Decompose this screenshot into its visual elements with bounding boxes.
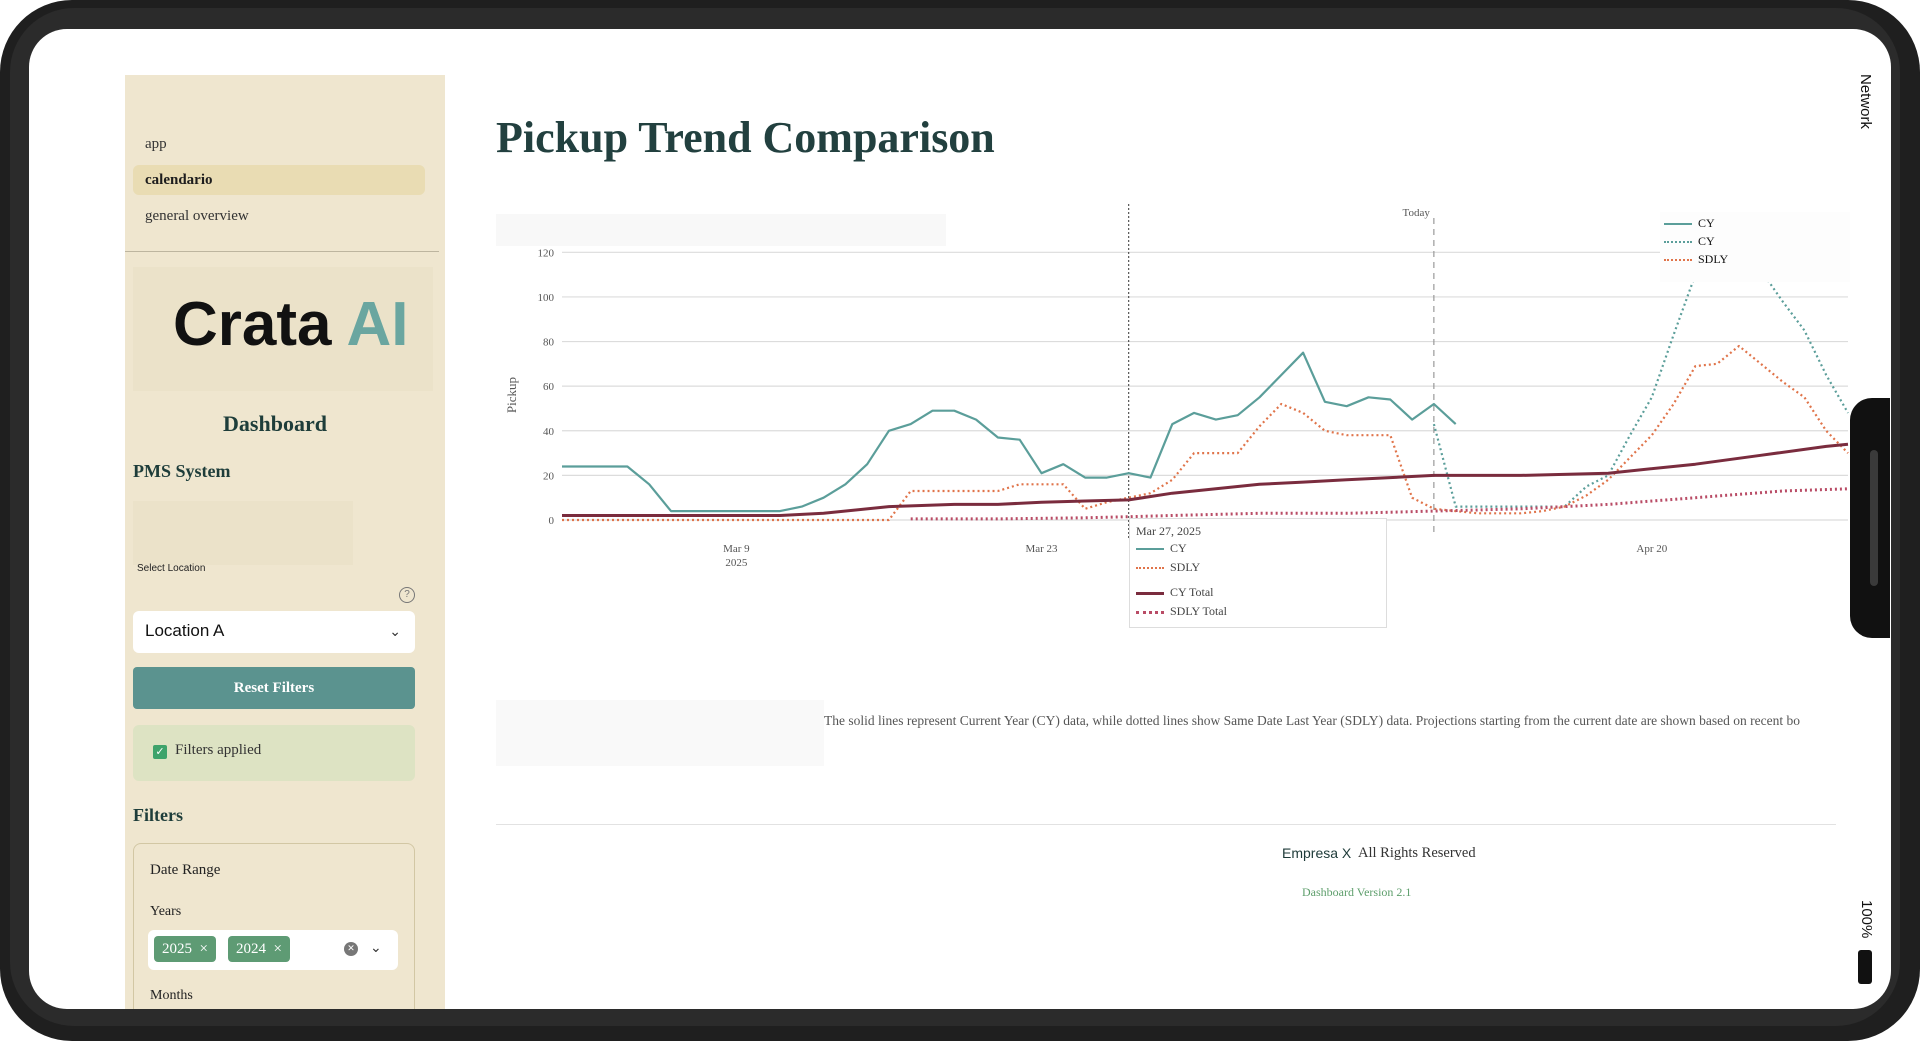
tooltip-row-cy: CY — [1136, 541, 1187, 556]
y-tick-label: 120 — [538, 247, 555, 259]
logo-main-text: Crata — [173, 290, 332, 359]
nav-item-app[interactable]: app — [145, 136, 167, 152]
status-bar-bottom: 100% — [1856, 900, 1880, 990]
tooltip-row-cy-total: CY Total — [1136, 585, 1214, 600]
line-swatch-icon — [1664, 223, 1692, 226]
line-swatch-icon — [1664, 241, 1692, 244]
series-line-cy — [1432, 240, 1849, 508]
y-tick-label: 80 — [543, 337, 555, 349]
tooltip-row-sdly-total: SDLY Total — [1136, 604, 1227, 619]
y-tick-label: 0 — [549, 515, 555, 527]
years-label: Years — [150, 904, 182, 919]
footer-version: Dashboard Version 2.1 — [1302, 885, 1412, 899]
nav-item-calendario[interactable]: calendario — [133, 165, 425, 195]
reset-filters-button[interactable]: Reset Filters — [133, 667, 415, 709]
check-icon: ✓ — [153, 745, 167, 759]
year-chip-label: 2025 — [162, 941, 192, 957]
today-label: Today — [1403, 207, 1431, 219]
tooltip-date: Mar 27, 2025 — [1136, 524, 1201, 538]
chevron-down-icon[interactable]: ⌄ — [370, 940, 382, 956]
page-title: Pickup Trend Comparison — [496, 113, 995, 162]
device-side-sensor — [1870, 450, 1878, 586]
clear-selection-icon[interactable]: ✕ — [344, 942, 358, 956]
logo-container: Crata AI — [133, 267, 433, 391]
year-chip-label: 2024 — [236, 941, 266, 957]
legend-label: SDLY — [1698, 252, 1729, 266]
series-line-cy-total — [562, 442, 1849, 517]
dashboard-title: Dashboard — [223, 411, 327, 436]
date-range-panel: Date Range Years 2025 × 2024 × ✕ ⌄ Month… — [133, 843, 415, 1009]
year-chip[interactable]: 2024 × — [228, 936, 290, 962]
caption-placeholder — [496, 700, 824, 766]
x-tick-label: Mar 23 — [1025, 543, 1058, 555]
location-select-value: Location A — [145, 621, 225, 640]
year-chip[interactable]: 2025 × — [154, 936, 216, 962]
series-line-sdly-total — [910, 487, 1849, 521]
nav-item-general-overview[interactable]: general overview — [145, 208, 249, 224]
line-swatch-icon — [1136, 610, 1164, 614]
series-line-cy — [562, 351, 1457, 513]
tooltip-label: SDLY — [1170, 560, 1201, 574]
footer-divider — [496, 824, 1836, 825]
tooltip-row-sdly: SDLY — [1136, 560, 1200, 575]
tooltip-label: CY Total — [1170, 585, 1214, 599]
series-line-sdly — [562, 344, 1849, 522]
legend-item-cy-projection[interactable]: CY — [1664, 234, 1715, 249]
app-logo: Crata AI — [173, 289, 408, 360]
years-multiselect[interactable]: 2025 × 2024 × ✕ ⌄ — [148, 930, 398, 970]
months-label: Months — [150, 988, 193, 1003]
sidebar: app calendario general overview Crata AI… — [125, 75, 445, 1009]
filters-applied-text: Filters applied — [175, 742, 262, 758]
battery-icon — [1858, 950, 1872, 984]
footer-rights: All Rights Reserved — [1358, 845, 1476, 861]
line-swatch-icon — [1136, 567, 1164, 570]
select-location-label: Select Location — [137, 563, 206, 574]
filters-heading: Filters — [133, 805, 183, 825]
y-tick-label: 40 — [543, 426, 555, 438]
legend-label: CY — [1698, 234, 1715, 248]
chart-toolbar-placeholder — [496, 214, 946, 246]
y-tick-label: 20 — [543, 470, 555, 482]
chart-caption: The solid lines represent Current Year (… — [824, 713, 1801, 728]
y-tick-label: 60 — [543, 381, 555, 393]
x-tick-label: Apr 20 — [1636, 543, 1667, 555]
remove-chip-icon[interactable]: × — [269, 941, 282, 957]
x-tick-label: Mar 9 — [723, 543, 750, 555]
remove-chip-icon[interactable]: × — [195, 941, 208, 957]
tooltip-label: CY — [1170, 541, 1187, 555]
logo-accent-text: AI — [346, 290, 409, 359]
pms-system-area — [133, 501, 353, 565]
chevron-down-icon: ⌄ — [389, 623, 401, 639]
line-swatch-icon — [1664, 259, 1692, 262]
tooltip-label: SDLY Total — [1170, 604, 1227, 618]
legend-item-cy[interactable]: CY — [1664, 216, 1715, 231]
y-axis-title: Pickup — [504, 377, 519, 413]
line-swatch-icon — [1136, 548, 1164, 551]
date-range-label: Date Range — [150, 862, 221, 878]
legend-item-sdly[interactable]: SDLY — [1664, 252, 1728, 267]
battery-percent: 100% — [1858, 900, 1875, 939]
footer-company: Empresa X — [1282, 845, 1352, 861]
line-swatch-icon — [1136, 591, 1164, 595]
location-select[interactable]: Location A ⌄ — [133, 611, 415, 653]
status-bar-top: Network — [1857, 50, 1877, 160]
device-screen: app calendario general overview Crata AI… — [29, 29, 1891, 1009]
y-tick-label: 100 — [538, 292, 555, 304]
x-tick-sublabel: 2025 — [725, 557, 748, 569]
legend-label: CY — [1698, 216, 1715, 230]
chart-hover-tooltip: Mar 27, 2025 CY SDLY CY Total SDLY Total — [1129, 518, 1387, 628]
network-status-label: Network — [1857, 74, 1874, 130]
sidebar-divider — [125, 251, 439, 252]
filters-applied-notice: ✓ Filters applied — [133, 725, 415, 781]
help-icon[interactable]: ? — [399, 587, 415, 603]
pms-system-label: PMS System — [133, 461, 231, 481]
chart-legend[interactable]: CY CY SDLY — [1660, 212, 1850, 282]
